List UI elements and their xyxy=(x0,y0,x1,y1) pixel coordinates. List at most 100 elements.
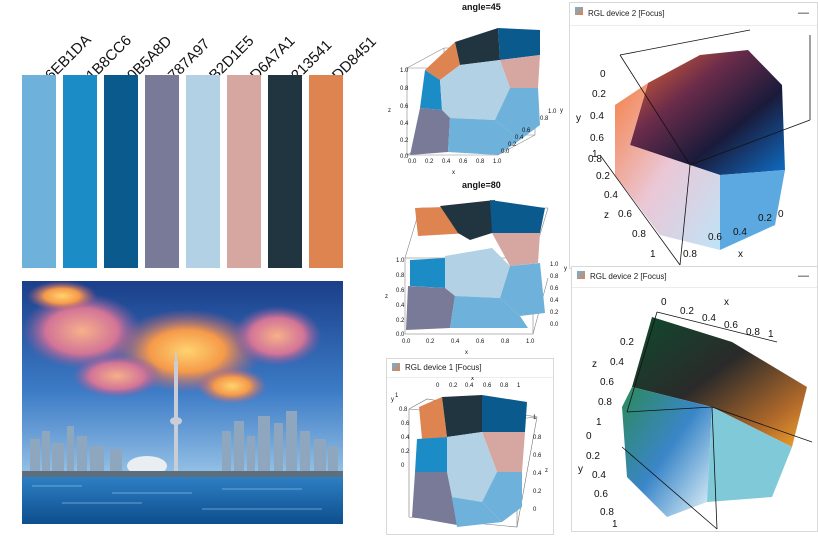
window-titlebar[interactable]: RGL device 2 [Focus] — xyxy=(570,3,817,26)
z-tick: 1 xyxy=(533,415,537,421)
z-tick: 0.8 xyxy=(400,86,409,92)
swatch-1 xyxy=(22,75,56,268)
skyline xyxy=(30,411,338,473)
x-tick: 0.6 xyxy=(476,339,485,345)
swatch-2 xyxy=(63,75,97,268)
x-tick: 0.4 xyxy=(702,313,716,324)
rgl-device-2-window-bottom[interactable]: RGL device 2 [Focus] — xyxy=(571,266,818,532)
shoreline xyxy=(22,471,343,477)
y-tick: 1 xyxy=(612,519,618,530)
z-tick: 0.0 xyxy=(396,332,405,338)
y-axis-label: y xyxy=(564,266,567,272)
z-tick: 0.6 xyxy=(533,453,542,459)
y-tick: 0.4 xyxy=(550,298,559,304)
x-tick: 0.0 xyxy=(402,339,411,345)
x-axis-label: x xyxy=(465,350,468,356)
rgl-app-icon xyxy=(575,7,583,15)
x-tick: 0.4 xyxy=(442,159,451,165)
z-tick: 0.8 xyxy=(598,397,612,408)
x-tick: 1 xyxy=(517,383,521,389)
z-tick: 0.6 xyxy=(600,377,614,388)
swatch-8 xyxy=(309,75,343,268)
y-axis-label: y xyxy=(576,113,581,124)
window-title: RGL device 2 [Focus] xyxy=(590,272,667,281)
axis-box xyxy=(621,311,813,530)
x-axis-label: x xyxy=(724,297,729,308)
x-tick: 0.6 xyxy=(483,383,492,389)
window-titlebar[interactable]: RGL device 1 [Focus] xyxy=(387,359,553,378)
y-tick: 0.2 xyxy=(550,310,559,316)
rgl-device-2-window-top[interactable]: RGL device 2 [Focus] — xyxy=(569,2,818,269)
x-tick: 0.0 xyxy=(408,159,417,165)
z-tick: 0 xyxy=(533,507,537,513)
voronoi-surface xyxy=(410,28,540,155)
rgl-device-1-window[interactable]: RGL device 1 [Focus] 0 0.2 0.4 0.6 0.8 1… xyxy=(386,358,554,535)
y-tick: 0.4 xyxy=(401,435,410,441)
x-tick: 0 xyxy=(661,297,667,308)
swatch-5 xyxy=(186,75,220,268)
z-tick: 0.8 xyxy=(533,435,542,441)
y-tick: 0 xyxy=(600,69,606,80)
y-tick: 0.6 xyxy=(590,133,604,144)
x-tick: 0.2 xyxy=(758,213,772,224)
cloud xyxy=(232,306,322,366)
y-tick: 0 xyxy=(586,431,592,442)
toronto-skyline-photo xyxy=(22,281,343,524)
x-tick: 0.8 xyxy=(683,249,697,260)
x-tick: 0.6 xyxy=(459,159,468,165)
minimize-button[interactable]: — xyxy=(798,7,809,19)
y-tick: 0.8 xyxy=(588,154,602,165)
y-axis-label: y xyxy=(578,464,583,475)
z-tick: 0.8 xyxy=(396,273,405,279)
x-tick: 0.8 xyxy=(501,339,510,345)
z-axis-label: z xyxy=(545,468,548,474)
cloud xyxy=(22,293,142,369)
window-titlebar[interactable]: RGL device 2 [Focus] — xyxy=(572,267,817,288)
y-tick: 0.8 xyxy=(399,407,408,413)
y-tick: 1.0 xyxy=(550,262,559,268)
z-tick: 1 xyxy=(596,417,602,428)
x-axis-label: x xyxy=(738,249,743,260)
y-tick: 0.6 xyxy=(550,286,559,292)
y-tick: 0.8 xyxy=(540,116,549,122)
voronoi-surface xyxy=(406,200,545,330)
z-tick: 0.6 xyxy=(400,104,409,110)
z-axis-label: z xyxy=(592,359,597,370)
x-tick: 1 xyxy=(768,329,774,340)
y-tick: 0.2 xyxy=(592,89,606,100)
x-tick: 1.0 xyxy=(493,159,502,165)
x-tick: 0.6 xyxy=(708,232,722,243)
cn-tower xyxy=(170,351,182,473)
y-tick: 0.2 xyxy=(401,449,410,455)
x-axis-label: x xyxy=(452,170,455,176)
z-tick: 1 xyxy=(650,249,656,260)
y-axis-label: y xyxy=(391,397,394,403)
y-tick: 0.8 xyxy=(550,274,559,280)
y-tick: 0.6 xyxy=(522,128,531,134)
z-axis-label: z xyxy=(388,108,391,114)
y-tick: 0.6 xyxy=(594,489,608,500)
x-tick: 0.6 xyxy=(724,320,738,331)
x-tick: 1.0 xyxy=(526,339,535,345)
y-tick: 1.0 xyxy=(548,109,557,115)
y-tick: 0.2 xyxy=(586,451,600,462)
z-tick: 0.4 xyxy=(400,121,409,127)
y-tick: 0.4 xyxy=(592,470,606,481)
plot-title: angle=45 xyxy=(462,2,501,12)
swatch-7 xyxy=(268,75,302,268)
y-tick: 0.6 xyxy=(401,421,410,427)
y-tick: 0.2 xyxy=(508,142,517,148)
swatch-4 xyxy=(145,75,179,268)
z-tick: 0.2 xyxy=(596,171,610,182)
y-tick: 0.4 xyxy=(515,135,524,141)
plot-angle-80: angle=80 1.0 0.8 0.6 0.4 0.2 0.0 0.0 0.2… xyxy=(380,178,570,358)
x-tick: 0.2 xyxy=(426,339,435,345)
cloud xyxy=(27,281,97,311)
minimize-button[interactable]: — xyxy=(798,270,809,282)
x-tick: 0.2 xyxy=(449,383,458,389)
x-tick: 0.2 xyxy=(680,306,694,317)
x-tick: 0.8 xyxy=(476,159,485,165)
y-tick: 0.4 xyxy=(590,111,604,122)
z-tick: 0.6 xyxy=(396,288,405,294)
z-tick: 1.0 xyxy=(400,68,409,74)
